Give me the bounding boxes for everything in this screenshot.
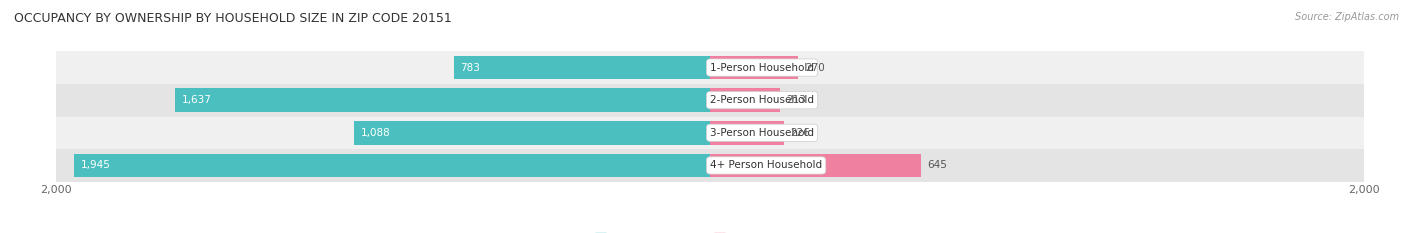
Text: 4+ Person Household: 4+ Person Household [710, 161, 823, 170]
Text: 2-Person Household: 2-Person Household [710, 95, 814, 105]
Text: 1,945: 1,945 [80, 161, 111, 170]
Bar [454, 56, 710, 79]
Text: 226: 226 [790, 128, 810, 138]
Bar [174, 89, 710, 112]
Bar [710, 89, 780, 112]
Bar [75, 154, 710, 177]
Text: Source: ZipAtlas.com: Source: ZipAtlas.com [1295, 12, 1399, 22]
Bar [56, 116, 1364, 149]
Text: OCCUPANCY BY OWNERSHIP BY HOUSEHOLD SIZE IN ZIP CODE 20151: OCCUPANCY BY OWNERSHIP BY HOUSEHOLD SIZE… [14, 12, 451, 25]
Bar [56, 84, 1364, 116]
Text: 3-Person Household: 3-Person Household [710, 128, 814, 138]
Bar [354, 121, 710, 144]
Bar [56, 51, 1364, 84]
Text: 213: 213 [786, 95, 806, 105]
Bar [710, 154, 921, 177]
Text: 1,637: 1,637 [181, 95, 211, 105]
Text: 1-Person Household: 1-Person Household [710, 63, 814, 72]
Text: 270: 270 [804, 63, 824, 72]
Bar [710, 56, 799, 79]
Bar [56, 149, 1364, 182]
Text: 783: 783 [461, 63, 481, 72]
Bar [710, 121, 785, 144]
Text: 645: 645 [928, 161, 948, 170]
Text: 1,088: 1,088 [361, 128, 391, 138]
Legend: Owner-occupied, Renter-occupied: Owner-occupied, Renter-occupied [591, 229, 830, 233]
